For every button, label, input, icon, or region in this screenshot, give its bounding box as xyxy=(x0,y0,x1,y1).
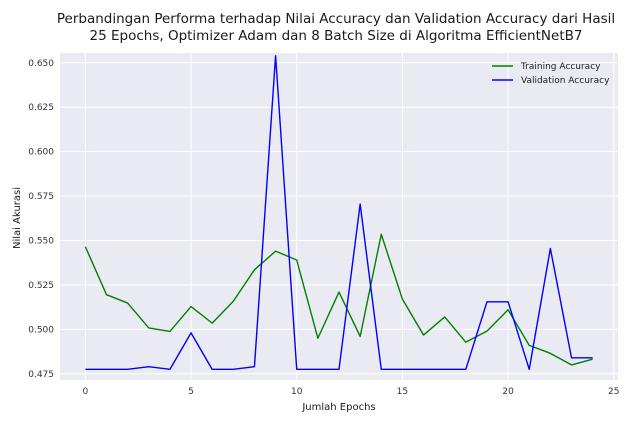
grid-lines xyxy=(60,53,618,380)
series-line-training-accuracy xyxy=(84,233,593,366)
y-tick-label: 0.525 xyxy=(28,281,54,291)
chart-title-line-2: 25 Epochs, Optimizer Adam dan 8 Batch Si… xyxy=(90,28,583,44)
series-line-validation-accuracy xyxy=(85,54,593,371)
y-tick-label: 0.625 xyxy=(28,103,54,113)
series-lines xyxy=(84,54,593,371)
y-tick-label: 0.475 xyxy=(28,370,54,380)
y-tick-label: 0.500 xyxy=(28,325,54,335)
legend: Training Accuracy Validation Accuracy xyxy=(492,62,610,86)
y-tick-label: 0.550 xyxy=(28,236,54,246)
x-axis-label: Jumlah Epochs xyxy=(301,402,375,413)
chart-title-line-1: Perbandingan Performa terhadap Nilai Acc… xyxy=(57,11,615,27)
legend-label: Validation Accuracy xyxy=(521,76,610,86)
y-tick-label: 0.575 xyxy=(28,192,54,202)
x-tick-label: 25 xyxy=(608,387,619,397)
x-axis-ticks: 0 5 10 15 20 25 xyxy=(82,387,619,397)
plot-area xyxy=(60,53,618,380)
x-tick-label: 0 xyxy=(82,387,88,397)
legend-label: Training Accuracy xyxy=(520,62,601,72)
x-tick-label: 15 xyxy=(397,387,408,397)
y-axis-ticks: 0.475 0.500 0.525 0.550 0.575 0.600 0.625 0.650 xyxy=(28,59,54,380)
x-tick-label: 10 xyxy=(291,387,303,397)
x-tick-label: 5 xyxy=(188,387,194,397)
y-tick-label: 0.600 xyxy=(28,148,54,158)
x-tick-label: 20 xyxy=(502,387,514,397)
y-tick-label: 0.650 xyxy=(28,59,54,69)
y-axis-label: Nilai Akurasi xyxy=(12,187,23,249)
